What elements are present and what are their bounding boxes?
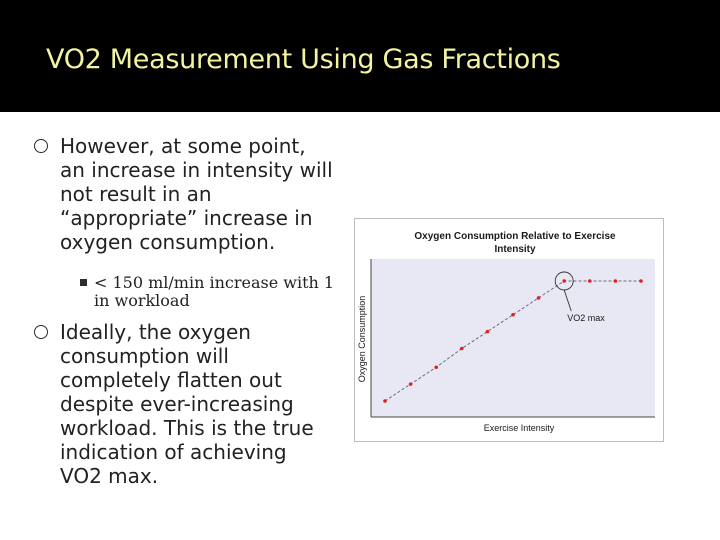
data-point — [408, 382, 413, 386]
title-bar: VO2 Measurement Using Gas Fractions — [0, 0, 720, 112]
bullet-1-line: not result in an — [60, 182, 212, 206]
sub-bullet-line: < 150 ml/min increase with 1 — [94, 273, 335, 292]
data-point — [562, 279, 566, 283]
bullet-1-line: However, at some point, — [60, 134, 306, 158]
bullet-1-line: “appropriate” increase in — [60, 206, 313, 230]
hollow-circle-bullet-icon — [34, 325, 48, 339]
vo2max-pointer-line — [563, 289, 572, 312]
oxygen-consumption-chart: Oxygen Consumption Relative to Exercise … — [357, 231, 655, 433]
y-axis-label: Oxygen Consumption — [357, 296, 367, 383]
slide-title: VO2 Measurement Using Gas Fractions — [46, 44, 561, 75]
chart-panel: Oxygen Consumption Relative to Exercise … — [354, 218, 664, 442]
hollow-circle-bullet-icon — [34, 139, 48, 153]
series-line — [384, 280, 641, 402]
bullet-1-line: an increase in intensity will — [60, 158, 333, 182]
data-point — [460, 346, 464, 351]
square-bullet-icon — [80, 279, 87, 286]
data-point — [639, 279, 643, 283]
bullet-2-line: despite ever-increasing — [60, 392, 294, 416]
sub-bullet-line: in workload — [94, 291, 190, 310]
data-point — [536, 296, 541, 300]
vo2max-annotation-label: VO2 max — [567, 313, 605, 323]
bullet-2-line: VO2 max. — [60, 464, 159, 488]
bullet-2-line: consumption will — [60, 344, 229, 368]
bullet-2-line: workload. This is the true — [60, 416, 314, 440]
bullet-2-line: indication of achieving — [60, 440, 287, 464]
data-point — [613, 279, 618, 283]
plot-area — [371, 259, 655, 417]
chart-title-line-2: Intensity — [494, 244, 536, 255]
x-axis-label: Exercise Intensity — [484, 423, 555, 433]
bullet-2-line: completely flatten out — [60, 368, 282, 392]
bullet-2-line: Ideally, the oxygen — [60, 320, 251, 344]
data-point — [383, 399, 387, 403]
chart-title-line-1: Oxygen Consumption Relative to Exercise — [414, 231, 616, 242]
bullet-1-line: oxygen consumption. — [60, 230, 276, 254]
data-point — [485, 329, 490, 334]
data-point — [511, 312, 515, 317]
data-point — [588, 279, 592, 283]
data-point — [434, 365, 438, 370]
